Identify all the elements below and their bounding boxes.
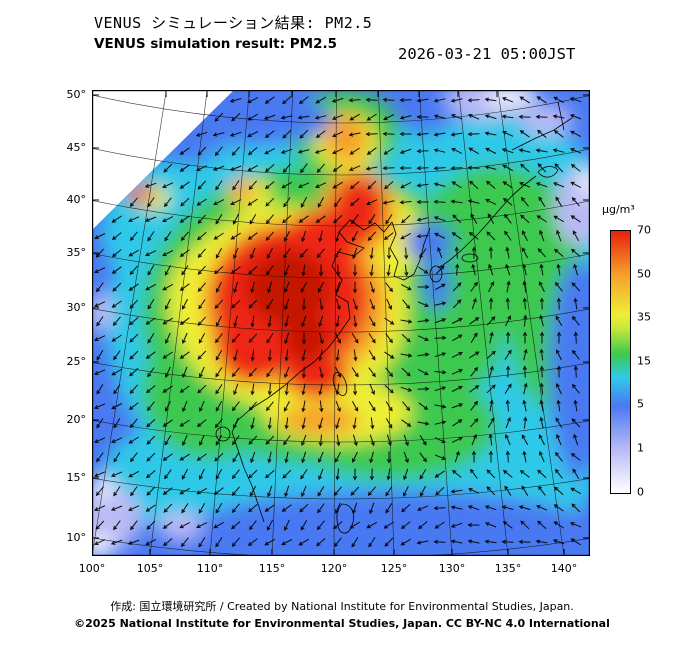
map-svg [92, 90, 590, 556]
pm25-concentration-field [92, 90, 590, 556]
colorbar-tick-label: 70 [637, 223, 651, 237]
lon-tick-label: 115° [258, 562, 286, 575]
lat-tick-label: 20° [66, 413, 87, 426]
credit-line: 作成: 国立環境研究所 / Created by National Instit… [110, 600, 574, 613]
lon-tick-label: 125° [380, 562, 408, 575]
lat-tick-label: 45° [66, 141, 87, 154]
lon-tick-label: 105° [136, 562, 164, 575]
lat-tick-label: 15° [66, 471, 87, 484]
colorbar-tick-label: 35 [637, 310, 651, 324]
lon-tick-label: 130° [438, 562, 466, 575]
lat-tick-label: 40° [66, 193, 87, 206]
lon-tick-label: 100° [78, 562, 106, 575]
coastlines [215, 101, 573, 534]
page-title-japanese: VENUS シミュレーション結果: PM2.5 [94, 14, 373, 32]
graticule-grid [92, 90, 590, 556]
lon-tick-label: 135° [494, 562, 522, 575]
valid-time-label: 2026-03-21 05:00JST [398, 45, 576, 63]
license-line: ©2025 National Institute for Environment… [74, 617, 610, 630]
wind-arrows-overlay [94, 96, 582, 548]
lon-tick-label: 140° [550, 562, 578, 575]
lon-tick-label: 110° [196, 562, 224, 575]
colorbar-tick-label: 5 [637, 397, 644, 411]
lat-tick-label: 30° [66, 301, 87, 314]
colorbar-tick-label: 0 [637, 485, 644, 499]
colorbar-tick-label: 15 [637, 354, 651, 368]
lon-tick-label: 120° [320, 562, 348, 575]
colorbar-gradient [610, 230, 631, 494]
colorbar-tick-label: 50 [637, 267, 651, 281]
page-title-english: VENUS simulation result: PM2.5 [94, 36, 337, 52]
axis-tick-marks [92, 90, 590, 556]
lat-tick-label: 25° [66, 355, 87, 368]
lat-tick-label: 50° [66, 88, 87, 101]
lat-tick-label: 10° [66, 531, 87, 544]
map-border [92, 90, 590, 556]
colorbar-tick-label: 1 [637, 441, 644, 455]
map-plot-area [92, 90, 590, 556]
colorbar-unit-label: μg/m³ [602, 203, 635, 216]
lat-tick-label: 35° [66, 246, 87, 259]
